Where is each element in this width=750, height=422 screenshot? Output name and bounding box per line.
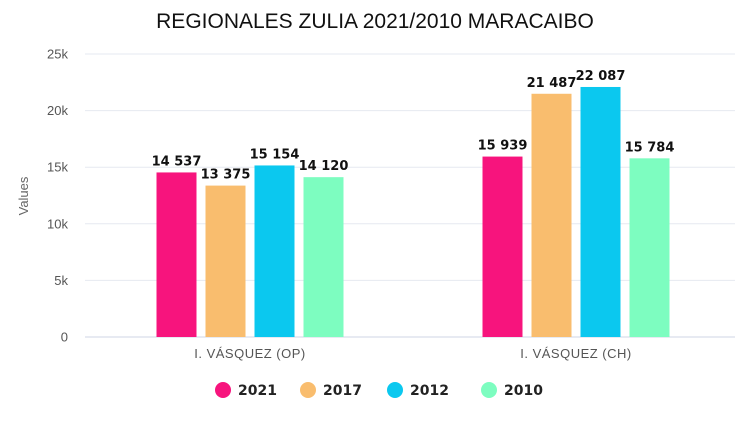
bar-2012-1 (254, 165, 295, 337)
data-label: 22 087 (576, 69, 626, 84)
y-axis-ticks: 0 5k 10k 15k 20k 25k (47, 47, 68, 345)
data-label: 21 487 (527, 76, 577, 91)
bar-2012-2 (580, 86, 621, 337)
bar-2010-2 (629, 158, 670, 337)
bar-2017-2 (531, 93, 572, 338)
x-category-label: I. VÁSQUEZ (OP) (194, 346, 306, 361)
legend-swatch (300, 382, 316, 398)
bar-2021-2 (482, 156, 523, 337)
bar-2017-1 (205, 185, 246, 337)
bar-2021-1 (156, 172, 197, 337)
data-label: 14 537 (152, 154, 202, 169)
legend-swatch (481, 382, 497, 398)
data-label: 15 154 (250, 147, 300, 162)
data-label: 15 784 (625, 140, 675, 155)
legend-swatch (387, 382, 403, 398)
y-tick-label: 20k (47, 103, 68, 118)
y-axis-label: Values (16, 176, 31, 215)
data-label: 13 375 (201, 168, 251, 183)
bar-2010-1 (303, 177, 344, 337)
y-tick-label: 5k (54, 273, 68, 288)
x-axis-categories: I. VÁSQUEZ (OP) I. VÁSQUEZ (CH) (194, 346, 632, 361)
legend-label: 2021 (238, 383, 277, 399)
bars (156, 86, 670, 338)
data-label: 14 120 (299, 159, 349, 174)
legend-label: 2017 (323, 383, 362, 399)
y-tick-label: 15k (47, 160, 68, 175)
legend-label: 2012 (410, 383, 449, 399)
legend-swatch (215, 382, 231, 398)
data-label: 15 939 (478, 139, 528, 154)
y-tick-label: 10k (47, 216, 68, 231)
legend: 2021 2017 2012 2010 (215, 382, 543, 399)
y-tick-label: 25k (47, 47, 68, 62)
legend-label: 2010 (504, 383, 543, 399)
y-tick-label: 0 (61, 330, 68, 345)
chart-title: REGIONALES ZULIA 2021/2010 MARACAIBO (156, 10, 594, 33)
x-category-label: I. VÁSQUEZ (CH) (520, 346, 632, 361)
